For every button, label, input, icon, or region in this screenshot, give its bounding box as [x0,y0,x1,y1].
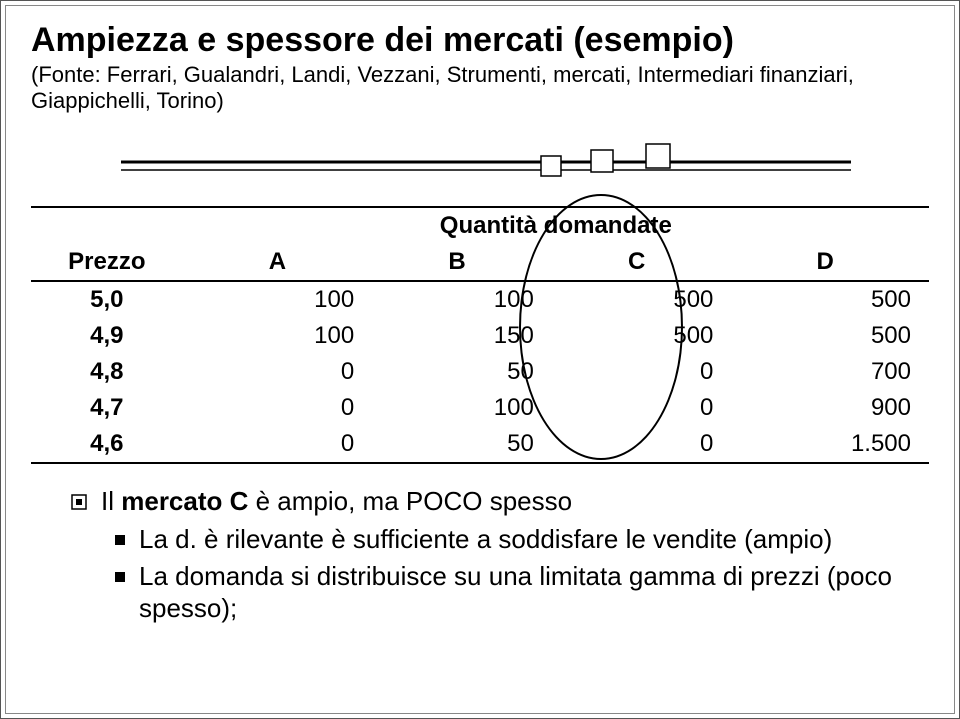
cell: 0 [552,354,732,390]
bullet-sub-1-text: La d. è rilevante è sufficiente a soddis… [139,523,832,556]
cell: 0 [552,426,732,463]
cell: 500 [552,281,732,318]
cell: 0 [552,390,732,426]
bullet-list: Il mercato C è ampio, ma POCO spesso La … [71,486,929,625]
source-subtitle: (Fonte: Ferrari, Gualandri, Landi, Vezza… [31,62,929,114]
col-b: B [372,244,552,281]
cell: 500 [552,318,732,354]
cell-prezzo: 4,6 [31,426,193,463]
cell-prezzo: 4,8 [31,354,193,390]
cell-prezzo: 4,9 [31,318,193,354]
table-blank-header [31,207,193,244]
cell: 0 [193,426,373,463]
bullet-main: Il mercato C è ampio, ma POCO spesso [71,486,929,517]
table-row: 4,6 0 50 0 1.500 [31,426,929,463]
col-c: C [552,244,732,281]
cell: 150 [372,318,552,354]
cell: 0 [193,354,373,390]
cell: 100 [193,318,373,354]
table-super-header: Quantità domandate [193,207,929,244]
table-header-row: Prezzo A B C D [31,244,929,281]
cell: 500 [731,318,929,354]
table-row: 4,7 0 100 0 900 [31,390,929,426]
col-a: A [193,244,373,281]
cell: 50 [372,426,552,463]
bullet-main-text: Il mercato C è ampio, ma POCO spesso [101,486,572,517]
slide-page: Ampiezza e spessore dei mercati (esempio… [0,0,960,719]
cell: 500 [731,281,929,318]
cell: 0 [193,390,373,426]
bullet-main-bold: mercato C [121,486,248,516]
bullet-sub-2-text: La domanda si distribuisce su una limita… [139,560,929,625]
demand-table: Quantità domandate Prezzo A B C D 5,0 10… [31,206,929,464]
table-row: 4,9 100 150 500 500 [31,318,929,354]
demand-table-wrap: Quantità domandate Prezzo A B C D 5,0 10… [31,206,929,464]
divider-icon [31,132,931,192]
bullet-main-prefix: Il [101,486,121,516]
decorative-bar [31,132,929,192]
bullet-glyph-icon [71,494,87,510]
bullet-sub-2: La domanda si distribuisce su una limita… [115,560,929,625]
table-super-header-row: Quantità domandate [31,207,929,244]
cell-prezzo: 5,0 [31,281,193,318]
cell: 1.500 [731,426,929,463]
page-title: Ampiezza e spessore dei mercati (esempio… [31,21,929,60]
cell: 900 [731,390,929,426]
cell: 100 [372,281,552,318]
cell: 100 [193,281,373,318]
cell: 50 [372,354,552,390]
cell-prezzo: 4,7 [31,390,193,426]
cell: 700 [731,354,929,390]
bullet-main-rest: è ampio, ma POCO spesso [248,486,572,516]
table-row: 4,8 0 50 0 700 [31,354,929,390]
cell: 100 [372,390,552,426]
col-d: D [731,244,929,281]
table-row: 5,0 100 100 500 500 [31,281,929,318]
bullet-sub-1: La d. è rilevante è sufficiente a soddis… [115,523,929,556]
col-prezzo: Prezzo [31,244,193,281]
